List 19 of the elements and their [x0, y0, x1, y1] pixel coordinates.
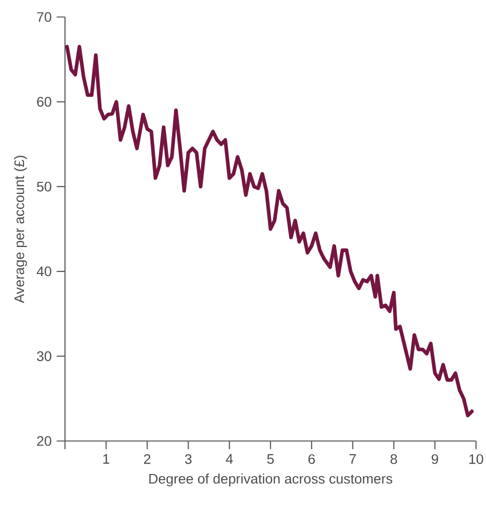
x-axis-title: Degree of deprivation across customers [149, 473, 392, 486]
x-tick-label: 7 [350, 454, 356, 464]
y-tick-label: 40 [36, 266, 52, 276]
y-tick-label: 20 [37, 436, 52, 446]
y-tick-label: 60 [37, 96, 52, 107]
x-tick-label: 10 [469, 454, 484, 464]
x-tick-label: 5 [267, 454, 274, 464]
y-tick-label: 50 [36, 182, 52, 192]
line-series [65, 44, 474, 418]
x-tick-label: 1 [103, 454, 110, 464]
x-tick-label: 4 [226, 454, 233, 464]
y-axis-title: Average per account (£) [14, 156, 27, 304]
x-tick-label: 9 [432, 454, 438, 464]
x-tick-label: 8 [390, 454, 398, 464]
x-tick-label: 2 [144, 454, 150, 464]
x-tick-label: 6 [308, 454, 315, 464]
y-tick-label: 30 [36, 351, 52, 362]
y-tick-label: 70 [37, 12, 52, 22]
x-tick-label: 3 [184, 454, 192, 464]
